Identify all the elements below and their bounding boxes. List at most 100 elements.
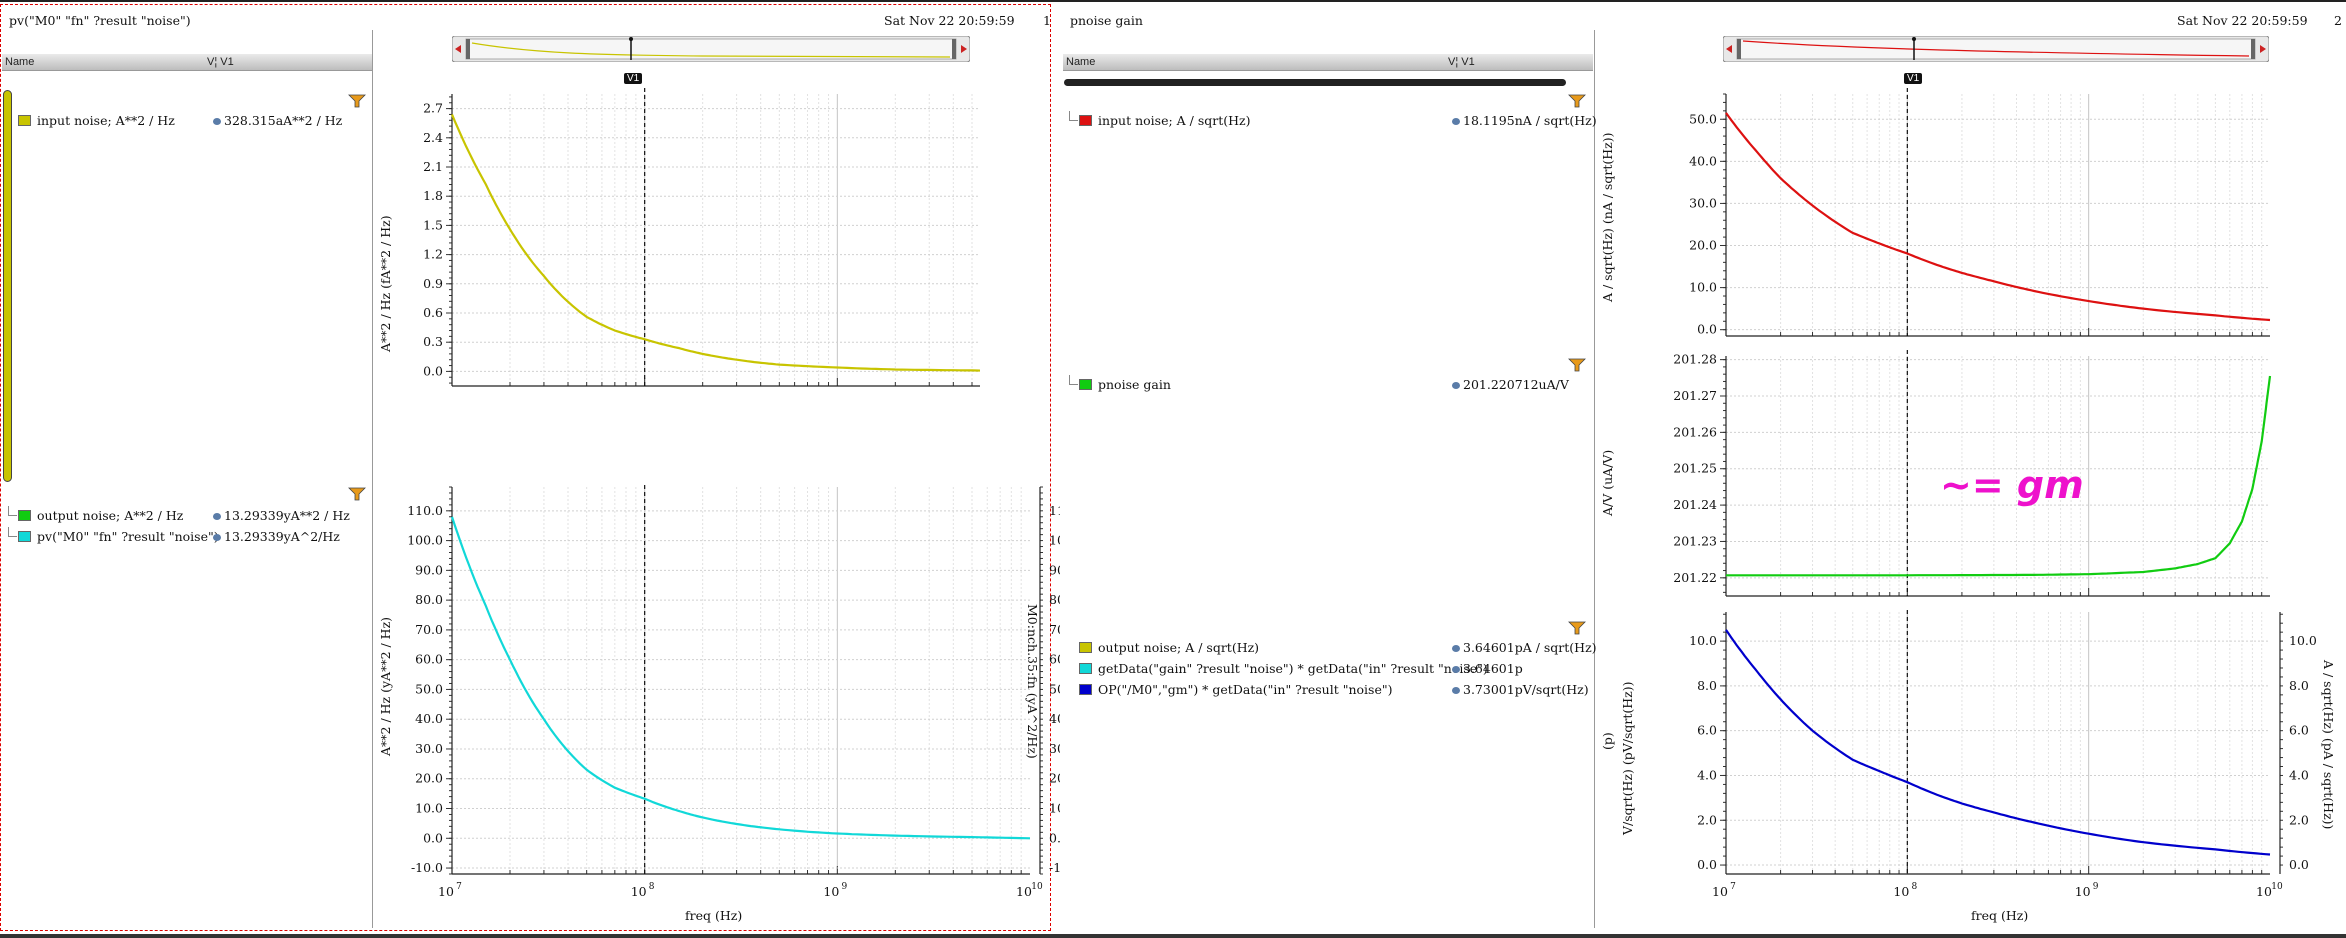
tree-line (1069, 375, 1078, 385)
x-tick-label: 10 (1016, 884, 1032, 899)
cursor-label[interactable]: V1 (624, 73, 643, 84)
y-tick-label: 201.24 (1673, 497, 1717, 512)
signal-row[interactable]: output noise; A**2 / Hz (0, 506, 370, 524)
y-right-tick-label: -10.0 (1049, 860, 1060, 875)
eye-icon[interactable] (1452, 118, 1460, 125)
y-right-tick-label: 50.0 (1049, 681, 1060, 696)
x-tick-label: 10 (823, 884, 839, 899)
signal-row[interactable]: pnoise gain (1061, 375, 1591, 393)
signal-name: output noise; A**2 / Hz (37, 508, 184, 523)
y-tick-label: 1.2 (423, 247, 443, 262)
filter-icon[interactable] (1568, 358, 1586, 372)
signal-row[interactable]: OP("/M0","gm") * getData("in" ?result "n… (1061, 682, 1591, 698)
x-axis-label: freq (Hz) (685, 908, 743, 923)
chart-output-noise[interactable]: -10.0 -10.0 0.0 0.0 10.0 10.0 20.0 20.0 30.0 30.0… (380, 485, 1060, 905)
y-tick-label: 90.0 (415, 562, 443, 577)
eye-icon[interactable] (1452, 687, 1460, 694)
series-line (1725, 112, 2271, 322)
y-right-tick-label: 90.0 (1049, 562, 1060, 577)
tree-line (8, 506, 17, 516)
y-tick-label: 2.0 (1697, 812, 1717, 827)
y-tick-label: 70.0 (415, 622, 443, 637)
y-tick-label: 0.0 (423, 830, 443, 845)
y-right-tick-label: 2.0 (2289, 812, 2309, 827)
signal-color-swatch (18, 531, 31, 542)
signal-name: OP("/M0","gm") * getData("in" ?result "n… (1098, 682, 1393, 697)
x-tick-exponent: 9 (2093, 882, 2099, 892)
right-list-scrollbar[interactable] (1064, 79, 1566, 86)
y-tick-label: 201.25 (1673, 461, 1717, 476)
signal-color-swatch (18, 510, 31, 521)
x-tick-exponent: 10 (2271, 882, 2283, 892)
left-overview-slider[interactable] (452, 36, 970, 62)
signal-color-swatch (1079, 663, 1092, 674)
left-list-scrollbar[interactable] (3, 90, 12, 482)
filter-icon[interactable] (348, 487, 366, 501)
series-line (450, 113, 980, 372)
y-tick-label: 50.0 (1689, 111, 1717, 126)
chart-output-noise-density[interactable]: 0.0 0.0 2.0 2.0 4.0 4.0 6.0 6.0 8.0 8.0 10.0 10.0 10… (1600, 610, 2320, 910)
y-tick-label: 0.0 (1697, 322, 1717, 337)
y-tick-label: 10.0 (1689, 280, 1717, 295)
signal-row[interactable]: input noise; A**2 / Hz (0, 113, 370, 129)
filter-icon[interactable] (1568, 94, 1586, 108)
signal-value: 3.64601pA / sqrt(Hz) (1452, 640, 1597, 655)
signal-name: pnoise gain (1098, 377, 1171, 392)
y-right-tick-label: 70.0 (1049, 622, 1060, 637)
right-pane-date: Sat Nov 22 20:59:59 (2177, 13, 2308, 28)
signal-row[interactable]: input noise; A / sqrt(Hz) (1061, 111, 1591, 129)
signal-row[interactable]: getData("gain" ?result "noise") * getDat… (1061, 661, 1591, 677)
y-tick-label: 201.22 (1673, 570, 1717, 585)
signal-name: input noise; A / sqrt(Hz) (1098, 113, 1251, 128)
eye-icon[interactable] (213, 118, 221, 125)
y-axis-right-label: A / sqrt(Hz) (pA / sqrt(Hz)) (2321, 660, 2336, 830)
y-right-tick-label: 60.0 (1049, 652, 1060, 667)
x-tick-exponent: 10 (1031, 882, 1043, 892)
signal-row[interactable]: output noise; A / sqrt(Hz) (1061, 640, 1591, 656)
header-name: Name (1066, 56, 1096, 68)
y-right-tick-label: 110.0 (1049, 503, 1060, 518)
signal-value: 18.1195nA / sqrt(Hz) (1452, 113, 1597, 128)
y-tick-label: 80.0 (415, 592, 443, 607)
eye-icon[interactable] (1452, 645, 1460, 652)
signal-name: output noise; A / sqrt(Hz) (1098, 640, 1260, 655)
eye-icon[interactable] (1452, 666, 1460, 673)
annotation-text: ~= gm (1940, 463, 2084, 507)
eye-icon[interactable] (213, 513, 221, 520)
y-tick-label: 2.1 (423, 159, 443, 174)
signal-color-swatch (1079, 642, 1092, 653)
x-tick-exponent: 9 (841, 882, 847, 892)
right-signal-list-header[interactable]: Name V¦ V1 (1063, 54, 1593, 71)
filter-icon[interactable] (348, 94, 366, 108)
signal-row[interactable]: pv("M0" "fn" ?result "noise") (0, 527, 370, 545)
cursor-label[interactable]: V1 (1904, 73, 1923, 84)
left-signal-list-header[interactable]: Name V¦ V1 (2, 54, 372, 71)
active-pane-outline (0, 4, 1051, 931)
x-tick-label: 10 (1712, 884, 1728, 899)
signal-name: input noise; A**2 / Hz (37, 113, 175, 128)
y-right-tick-label: 0.0 (1049, 830, 1060, 845)
y-tick-label: 0.3 (423, 334, 443, 349)
x-tick-exponent: 7 (456, 882, 462, 892)
filter-icon[interactable] (1568, 621, 1586, 635)
eye-icon[interactable] (1452, 382, 1460, 389)
y-tick-label: 20.0 (1689, 238, 1717, 253)
y-tick-label: 1.8 (423, 188, 443, 203)
window-bottom-border (0, 934, 2346, 938)
chart-input-noise-density[interactable]: 0.0 10.0 20.0 30.0 40.0 50.0 (1600, 88, 2280, 348)
left-pane-date: Sat Nov 22 20:59:59 (884, 13, 1015, 28)
right-overview-slider[interactable] (1723, 36, 2269, 62)
signal-value: 13.29339yA**2 / Hz (213, 508, 350, 523)
left-list-divider (372, 30, 373, 928)
y-tick-label: 60.0 (415, 652, 443, 667)
x-axis-label: freq (Hz) (1971, 908, 2029, 923)
series-line (450, 516, 1031, 840)
chart-pnoise-gain[interactable]: 201.22 201.23 201.24 201.25 201.26 201.27 201.… (1600, 350, 2280, 610)
left-pane-title: pv("M0" "fn" ?result "noise") (9, 13, 191, 28)
y-right-tick-label: 10.0 (1049, 801, 1060, 816)
y-tick-label: 0.0 (423, 363, 443, 378)
chart-input-noise[interactable]: 0.0 0.3 0.6 0.9 1.2 1.5 1.8 2.1 2.4 2.7 (380, 88, 980, 488)
eye-icon[interactable] (213, 534, 221, 541)
y-right-tick-label: 4.0 (2289, 767, 2309, 782)
y-tick-label: 30.0 (1689, 195, 1717, 210)
